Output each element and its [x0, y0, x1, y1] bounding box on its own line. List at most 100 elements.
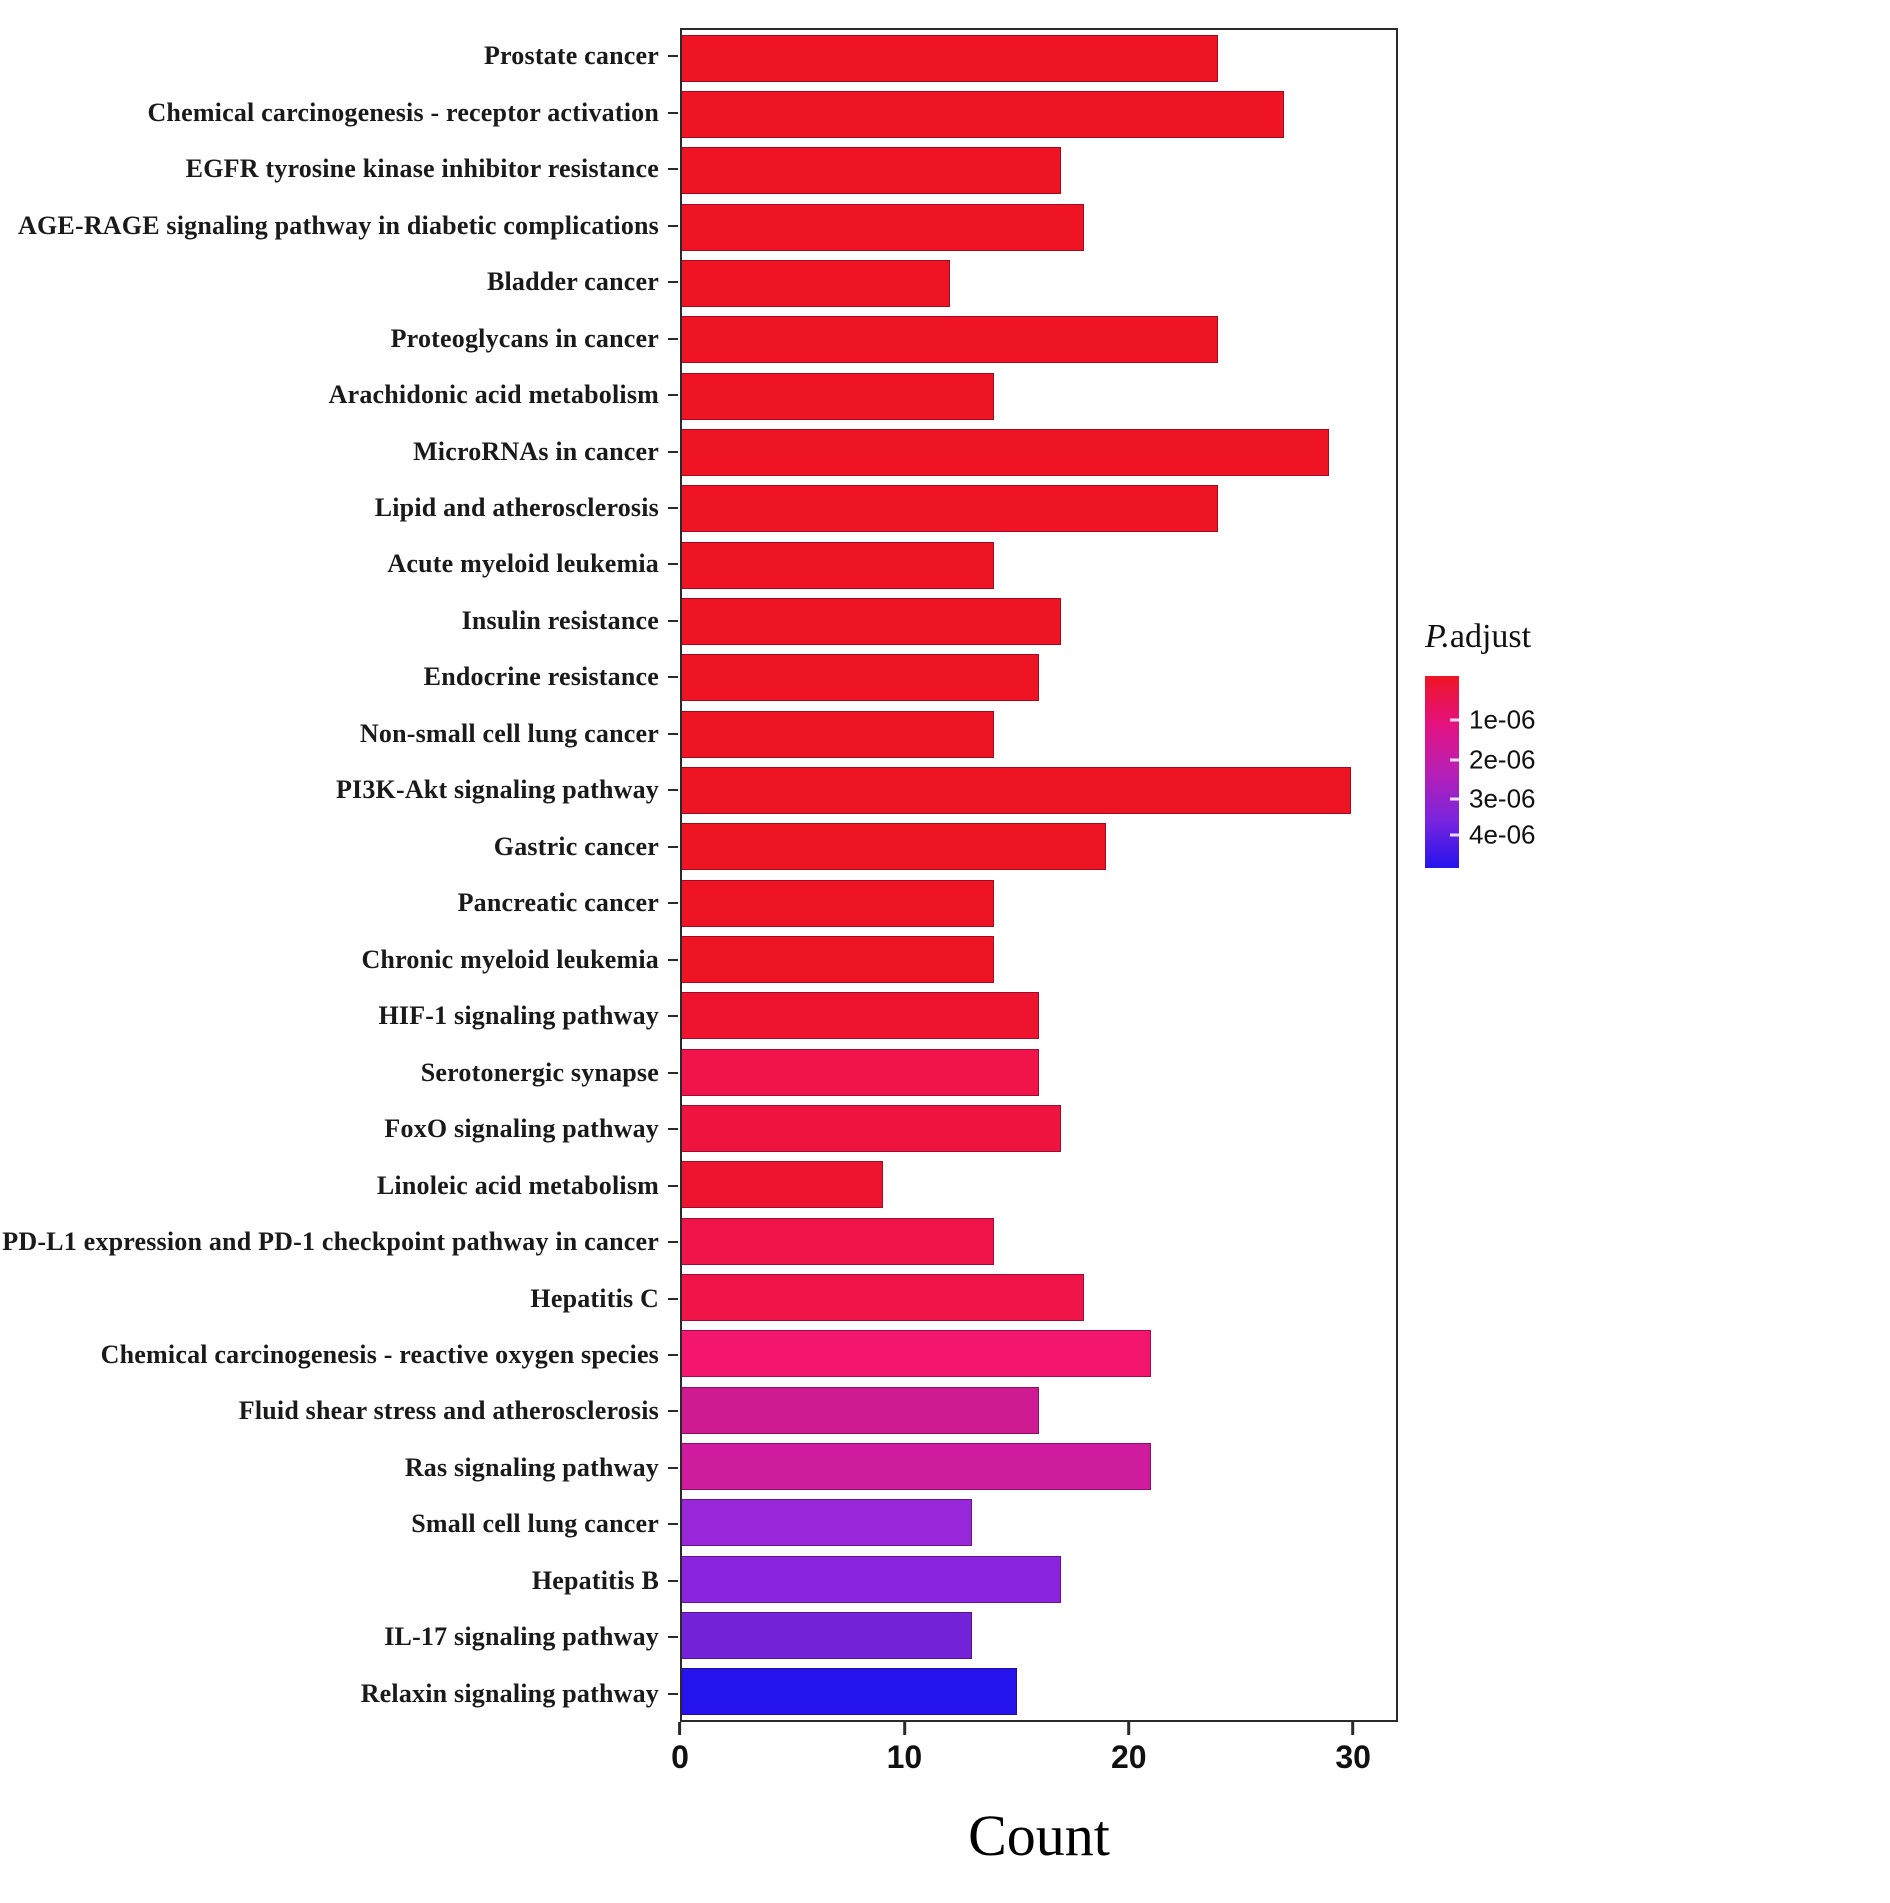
bar-row — [682, 143, 1396, 199]
bar — [682, 1217, 995, 1265]
bar — [682, 992, 1039, 1040]
category-label: HIF-1 signaling pathway — [378, 1001, 659, 1031]
legend-tick-mark — [1450, 797, 1459, 801]
category-label-row: Bladder cancer — [0, 254, 678, 310]
category-label: Proteoglycans in cancer — [390, 323, 659, 353]
x-axis-tick-mark — [678, 1722, 682, 1735]
bar-row — [682, 988, 1396, 1044]
legend-tick-labels: 1e-06 2e-06 3e-06 4e-06 — [1450, 676, 1629, 868]
bar — [682, 259, 950, 307]
category-label-row: Small cell lung cancer — [0, 1496, 678, 1552]
category-label: Chronic myeloid leukemia — [361, 944, 659, 974]
bar-row — [682, 1157, 1396, 1213]
category-label: Hepatitis B — [531, 1565, 659, 1595]
legend-tick: 1e-06 — [1450, 705, 1536, 736]
bar-row — [682, 1269, 1396, 1325]
category-label-row: Pancreatic cancer — [0, 875, 678, 931]
y-axis-tick — [668, 676, 678, 679]
x-axis-tick-mark — [1127, 1722, 1131, 1735]
bar — [682, 1161, 883, 1209]
bar — [682, 428, 1330, 476]
bar — [682, 485, 1218, 533]
y-axis-tick — [668, 168, 678, 171]
category-label: EGFR tyrosine kinase inhibitor resistanc… — [185, 154, 659, 184]
legend-tick-label: 4e-06 — [1469, 819, 1536, 850]
category-label: Acute myeloid leukemia — [387, 549, 659, 579]
bar — [682, 1555, 1062, 1603]
bar-row — [682, 312, 1396, 368]
y-axis-tick — [668, 450, 678, 453]
x-axis-tick: 10 — [887, 1722, 922, 1776]
p-adjust-legend: P.adjust 1e-06 2e-06 3e-06 4e-06 — [1425, 618, 1645, 868]
bar-row — [682, 762, 1396, 818]
bar-row — [682, 481, 1396, 537]
legend-gradient-bar — [1425, 676, 1459, 868]
bar-row — [682, 424, 1396, 480]
x-axis-tick-label: 0 — [671, 1739, 689, 1775]
category-label: IL-17 signaling pathway — [384, 1622, 659, 1652]
y-axis-tick — [668, 1579, 678, 1582]
y-axis-tick — [668, 111, 678, 114]
bar — [682, 1611, 973, 1659]
category-label-row: Chemical carcinogenesis - receptor activ… — [0, 84, 678, 140]
bar — [682, 316, 1218, 364]
category-label: Gastric cancer — [493, 831, 659, 861]
bar — [682, 1048, 1039, 1096]
bar-row — [682, 931, 1396, 987]
y-axis-tick — [668, 1692, 678, 1695]
bar-row — [682, 1664, 1396, 1720]
legend-tick: 2e-06 — [1450, 744, 1536, 776]
y-axis-tick — [668, 337, 678, 340]
y-axis-tick — [668, 1523, 678, 1526]
bar — [682, 710, 995, 758]
category-label: Linoleic acid metabolism — [376, 1170, 659, 1200]
bar — [682, 90, 1285, 138]
bar-row — [682, 1100, 1396, 1156]
category-label-row: Ras signaling pathway — [0, 1440, 678, 1496]
category-label: Bladder cancer — [486, 267, 659, 297]
bar-row — [682, 1382, 1396, 1438]
bar — [682, 766, 1352, 814]
bar — [682, 1668, 1017, 1716]
bar-row — [682, 1213, 1396, 1269]
bar — [682, 1386, 1039, 1434]
legend-title: P.adjust — [1425, 618, 1532, 655]
category-label: Lipid and atherosclerosis — [374, 492, 659, 522]
category-label-row: Endocrine resistance — [0, 649, 678, 705]
bar-row — [682, 368, 1396, 424]
y-axis-tick — [668, 563, 678, 566]
bar-row — [682, 255, 1396, 311]
category-label-row: PI3K-Akt signaling pathway — [0, 762, 678, 818]
y-axis-tick — [668, 506, 678, 509]
bar — [682, 879, 995, 927]
bar — [682, 203, 1084, 251]
category-label-row: HIF-1 signaling pathway — [0, 988, 678, 1044]
category-label-row: Gastric cancer — [0, 819, 678, 875]
category-label: Fluid shear stress and atherosclerosis — [238, 1396, 659, 1426]
y-axis-category-labels: Prostate cancer Chemical carcinogenesis -… — [0, 28, 678, 1722]
category-label-row: Lipid and atherosclerosis — [0, 480, 678, 536]
legend-tick-label: 2e-06 — [1469, 744, 1536, 775]
y-axis-tick — [668, 1466, 678, 1469]
y-axis-tick — [668, 1636, 678, 1639]
bar — [682, 1442, 1151, 1490]
y-axis-tick — [668, 902, 678, 905]
category-label-row: Prostate cancer — [0, 28, 678, 84]
category-label: Non-small cell lung cancer — [359, 718, 659, 748]
y-axis-tick — [668, 732, 678, 735]
bar-row — [682, 30, 1396, 86]
legend-tick-mark — [1450, 758, 1459, 762]
plot-area — [680, 28, 1398, 1722]
category-label-row: PD-L1 expression and PD-1 checkpoint pat… — [0, 1214, 678, 1270]
y-axis-tick — [668, 1071, 678, 1074]
y-axis-tick — [668, 1410, 678, 1413]
category-label-row: Hepatitis C — [0, 1270, 678, 1326]
category-label: AGE-RAGE signaling pathway in diabetic c… — [18, 210, 659, 240]
x-axis-tick-mark — [1351, 1722, 1355, 1735]
x-axis-tick: 0 — [671, 1722, 689, 1776]
bar — [682, 1330, 1151, 1378]
category-label: Insulin resistance — [461, 605, 659, 635]
category-label-row: Hepatitis B — [0, 1553, 678, 1609]
y-axis-tick — [668, 1241, 678, 1244]
y-axis-tick — [668, 1128, 678, 1131]
